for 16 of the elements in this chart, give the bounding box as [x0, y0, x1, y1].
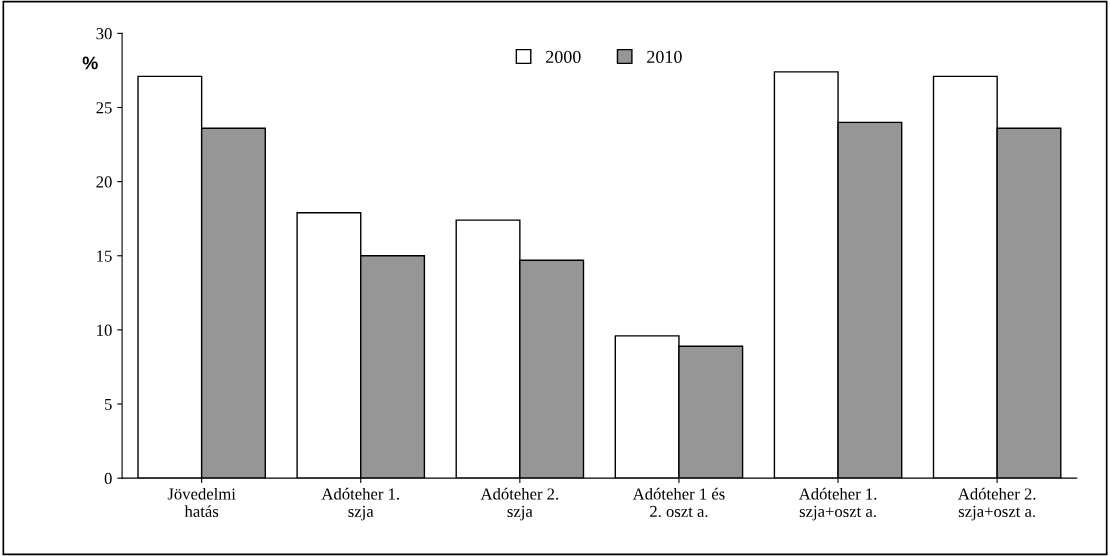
y-tick-label: 0 [104, 472, 112, 485]
legend-label: 2010 [647, 50, 682, 63]
y-tick-label: 15 [97, 250, 112, 262]
x-tick-label: Adóteher 1. szja [321, 487, 399, 521]
x-tick-label: Jövedelmi hatás [167, 487, 236, 518]
y-tick-label: 5 [105, 398, 112, 410]
legend-label: 2000 [546, 50, 581, 63]
y-tick-label: 10 [97, 324, 112, 336]
x-tick-label: Adóteher 1 és 2. oszt a. [632, 487, 725, 518]
y-tick-label: 30 [96, 28, 112, 40]
x-tick-label: Adóteher 1. szja+oszt a. [798, 487, 877, 521]
x-tick-label: Adóteher 2. szja [480, 487, 559, 521]
y-tick-label: 25 [96, 102, 112, 114]
y-axis-title: % [82, 56, 98, 70]
y-tick-label: 20 [96, 176, 112, 188]
x-tick-label: Adóteher 2. szja+oszt a. [957, 487, 1036, 521]
